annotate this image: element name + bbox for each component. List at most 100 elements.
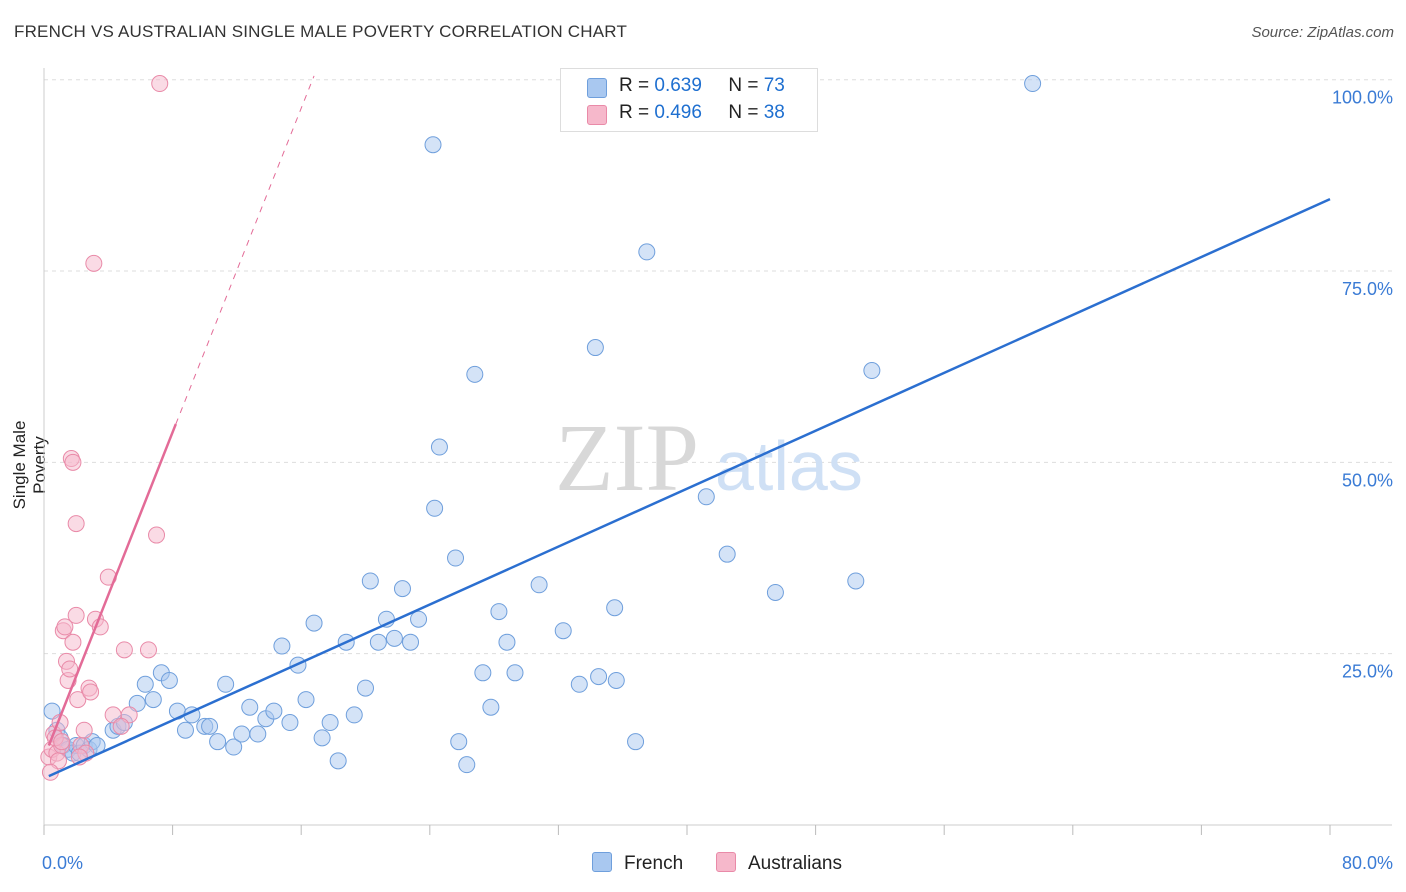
legend-aus-r-label: R = [619,102,650,123]
australians-point-26 [139,641,157,659]
french-point-34 [281,714,299,732]
watermark-zip: ZIP [555,404,699,511]
french-point-58 [482,698,500,716]
french-point-70 [697,488,715,506]
french-point-52 [430,438,448,456]
australians-point-11 [61,660,79,678]
french-point-37 [305,614,323,632]
legend-aus-n-label: N = [728,102,759,123]
french-point-71 [718,545,736,563]
french-point-27 [225,738,243,756]
french-point-53 [447,549,465,567]
french-point-26 [217,675,235,693]
french-point-16 [136,675,154,693]
australians-point-14 [69,691,87,709]
french-point-72 [766,583,784,601]
french-point-77 [424,136,442,154]
french-point-39 [321,714,339,732]
trend-layer [47,75,1331,778]
french-point-51 [426,499,444,517]
stats-legend: R = 0.639 N = 73 R = 0.496 N = 38 [560,68,818,132]
legend-swatch-australians [587,105,607,125]
french-point-32 [265,702,283,720]
bottom-legend-swatch-french [592,852,612,872]
australians-point-8 [56,618,74,636]
french-point-17 [144,691,162,709]
french-point-65 [586,339,604,357]
legend-french-r-label: R = [619,75,650,96]
french-point-42 [345,706,363,724]
french-trend-line [48,197,1331,778]
french-point-19 [160,671,178,689]
french-point-49 [402,633,420,651]
french-point-57 [474,664,492,682]
french-point-73 [847,572,865,590]
french-point-33 [273,637,291,655]
french-point-40 [329,752,347,770]
french-point-36 [297,691,315,709]
french-point-68 [627,733,645,751]
australians-point-31 [64,453,82,471]
french-point-76 [607,671,625,689]
y-tick-label-2: 75.0% [1342,279,1393,299]
french-point-30 [249,725,267,743]
australians-point-27 [148,526,166,544]
french-point-56 [466,365,484,383]
grid-layer [44,79,1392,655]
australians-trend-extension [175,75,315,425]
australians-point-24 [115,641,133,659]
french-point-47 [385,629,403,647]
australians-point-37 [112,717,130,735]
french-point-29 [241,698,259,716]
french-point-43 [357,679,374,697]
french-point-60 [498,633,516,651]
bottom-legend-french[interactable]: French [592,852,683,875]
chart-title: FRENCH VS AUSTRALIAN SINGLE MALE POVERTY… [14,22,628,41]
french-point-45 [369,633,387,651]
tick-label-layer: 25.0% 50.0% 75.0% 100.0% 0.0% 80.0% [42,88,1393,873]
french-point-62 [530,576,548,594]
chart-source: Source: ZipAtlas.com [1251,24,1394,41]
australians-point-35 [53,733,71,751]
french-point-55 [458,756,476,774]
french-point-64 [570,675,588,693]
legend-aus-n-value: 38 [763,102,785,123]
french-point-66 [590,668,608,686]
bottom-legend-australians[interactable]: Australians [716,852,842,875]
french-point-54 [450,733,468,751]
french-point-28 [233,725,251,743]
bottom-legend-label-australians: Australians [748,853,842,874]
legend-aus-r-value: 0.496 [654,102,702,123]
australians-point-32 [67,515,85,533]
legend-french-n-value: 73 [763,75,785,96]
french-point-38 [313,729,331,747]
australians-point-28 [151,75,169,93]
australians-point-19 [82,683,100,701]
legend-french-n-label: N = [728,75,759,96]
australians-trend-line [47,423,177,746]
french-point-69 [638,243,656,261]
french-point-67 [606,599,624,617]
bottom-legend-label-french: French [624,853,684,874]
points-layer [40,72,1042,781]
french-point-50 [410,610,428,628]
legend-swatch-french [587,78,607,98]
australians-point-29 [85,254,103,272]
french-point-63 [554,622,572,640]
french-point-59 [490,603,508,621]
australians-point-13 [67,606,85,624]
australians-point-12 [64,633,82,651]
bottom-legend-swatch-australians [716,852,736,872]
axis-layer [43,68,1392,835]
french-point-48 [393,580,411,598]
y-tick-label-1: 50.0% [1342,470,1393,490]
australians-point-16 [75,721,93,739]
x-tick-label-1: 80.0% [1342,853,1393,873]
y-tick-label-0: 25.0% [1342,662,1393,682]
legend-french-r-value: 0.639 [654,75,702,96]
french-point-25 [209,733,227,751]
x-tick-label-0: 0.0% [42,853,83,873]
french-point-61 [506,664,524,682]
french-point-21 [176,721,194,739]
